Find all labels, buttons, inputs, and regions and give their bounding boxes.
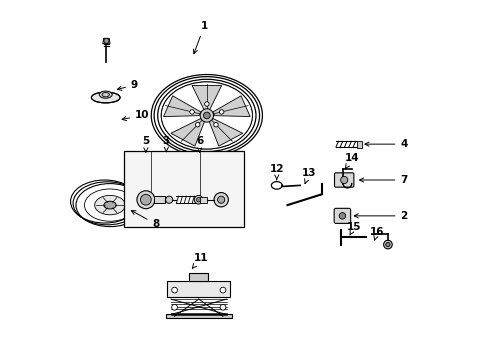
Ellipse shape <box>161 82 252 149</box>
Circle shape <box>217 196 224 203</box>
Circle shape <box>203 112 210 119</box>
Circle shape <box>195 122 200 127</box>
Circle shape <box>189 110 194 114</box>
Circle shape <box>165 196 172 203</box>
Polygon shape <box>213 96 250 117</box>
Ellipse shape <box>91 92 120 103</box>
Circle shape <box>219 110 224 114</box>
Circle shape <box>140 194 151 205</box>
Circle shape <box>220 287 225 293</box>
Text: 11: 11 <box>192 253 207 268</box>
Circle shape <box>204 102 209 106</box>
Bar <box>356 140 361 148</box>
Polygon shape <box>163 96 200 117</box>
Text: 1: 1 <box>193 21 207 54</box>
Polygon shape <box>208 119 243 146</box>
Circle shape <box>194 195 203 204</box>
Circle shape <box>385 242 389 247</box>
Circle shape <box>137 191 155 209</box>
Ellipse shape <box>95 195 125 215</box>
Text: 8: 8 <box>131 211 159 229</box>
Circle shape <box>213 122 218 127</box>
Circle shape <box>171 287 177 293</box>
Polygon shape <box>102 39 110 44</box>
Polygon shape <box>170 119 204 146</box>
Text: 12: 12 <box>269 164 284 180</box>
Text: 2: 2 <box>353 211 407 221</box>
Text: 6: 6 <box>196 136 203 152</box>
Circle shape <box>104 39 109 43</box>
Text: 14: 14 <box>344 153 359 169</box>
FancyBboxPatch shape <box>333 208 350 224</box>
Text: 15: 15 <box>346 222 360 235</box>
Text: 13: 13 <box>301 168 316 184</box>
Bar <box>167 282 230 297</box>
Bar <box>199 197 206 203</box>
Circle shape <box>339 213 345 219</box>
Circle shape <box>340 176 347 184</box>
Text: 5: 5 <box>142 136 149 152</box>
Bar <box>154 196 165 203</box>
Bar <box>189 273 208 282</box>
Text: 4: 4 <box>364 139 407 149</box>
FancyBboxPatch shape <box>334 173 353 187</box>
Text: 7: 7 <box>359 175 407 185</box>
Circle shape <box>214 193 228 207</box>
Circle shape <box>196 198 201 202</box>
Text: 16: 16 <box>369 227 384 240</box>
Text: 9: 9 <box>117 80 138 90</box>
Circle shape <box>200 109 213 122</box>
Bar <box>124 151 244 226</box>
Text: 3: 3 <box>163 136 170 152</box>
Ellipse shape <box>99 91 112 98</box>
Polygon shape <box>192 85 221 110</box>
Circle shape <box>383 240 391 249</box>
Text: 10: 10 <box>122 111 149 121</box>
Ellipse shape <box>103 201 116 209</box>
Circle shape <box>171 305 177 310</box>
Bar <box>165 315 231 318</box>
Circle shape <box>220 305 225 310</box>
